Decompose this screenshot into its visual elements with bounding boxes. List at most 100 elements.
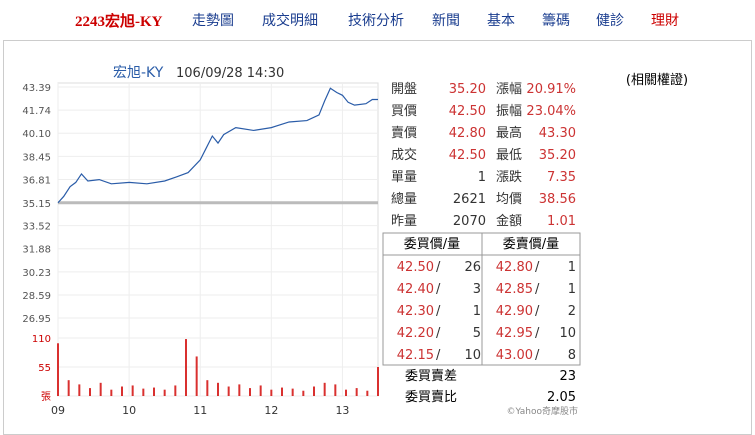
quote-value: 38.56 — [539, 192, 576, 207]
volume-bar — [185, 339, 187, 396]
quote-value: 35.20 — [449, 82, 486, 97]
related-link[interactable]: (相關權證) — [626, 72, 688, 88]
order-qty: 1 — [473, 304, 481, 319]
quote-label: 昨量 — [391, 214, 417, 229]
volume-bar — [302, 390, 305, 396]
volume-bar — [281, 387, 283, 396]
order-slash: / — [436, 260, 441, 275]
nav-tab[interactable]: 技術分析 — [348, 13, 404, 29]
nav-tab[interactable]: 健診 — [596, 13, 624, 29]
volume-bar — [153, 387, 155, 396]
quote-label: 最高 — [496, 125, 522, 141]
quote-label: 成交 — [391, 147, 417, 163]
summary-value: 2.05 — [547, 390, 576, 405]
order-slash: / — [535, 282, 540, 297]
order-slash: / — [436, 282, 441, 297]
volume-bar — [227, 386, 230, 396]
y-tick-label: 31.88 — [22, 245, 51, 256]
order-qty: 8 — [568, 348, 576, 363]
quote-value: 20.91% — [526, 82, 576, 97]
nav-tab[interactable]: 基本 — [487, 13, 515, 29]
quote-value: 2621 — [453, 192, 486, 207]
order-price: 42.85 — [496, 282, 533, 297]
plot-frame — [57, 82, 379, 397]
x-tick-label: 13 — [335, 404, 349, 417]
order-price: 42.50 — [397, 260, 434, 275]
order-qty: 5 — [473, 326, 481, 341]
nav-tab[interactable]: 理財 — [651, 13, 679, 29]
volume-bar — [291, 388, 294, 396]
y-tick-label: 40.10 — [22, 129, 51, 140]
volume-bar — [366, 390, 369, 396]
volume-bar — [110, 389, 113, 396]
volume-bar — [270, 389, 273, 396]
chart-subtitle: 106/09/28 14:30 — [176, 66, 284, 81]
quote-value: 7.35 — [547, 170, 576, 185]
x-tick-label: 12 — [264, 404, 278, 417]
order-qty: 1 — [568, 282, 576, 297]
order-slash: / — [436, 348, 441, 363]
y-tick-label: 36.81 — [22, 175, 51, 186]
order-qty: 26 — [464, 260, 481, 275]
volume-bar — [99, 382, 102, 396]
nav-tab[interactable]: 走勢圖 — [192, 13, 234, 29]
summary-value: 23 — [559, 369, 576, 384]
volume-bar — [121, 386, 123, 396]
order-price: 42.95 — [496, 326, 533, 341]
chart-title: 宏旭-KY — [113, 65, 164, 81]
x-tick-label: 10 — [122, 404, 136, 417]
quote-label: 單量 — [391, 170, 417, 185]
quote-label: 漲幅 — [496, 82, 522, 97]
nav-tab[interactable]: 籌碼 — [542, 13, 570, 29]
quote-value: 1 — [478, 170, 486, 185]
order-price: 42.20 — [397, 326, 434, 341]
volume-bar — [377, 367, 379, 396]
order-price: 42.30 — [397, 304, 434, 319]
quote-label: 總量 — [391, 191, 417, 207]
order-price: 42.80 — [496, 260, 533, 275]
quote-label: 均價 — [496, 192, 522, 207]
y-tick-label: 30.23 — [22, 268, 51, 279]
order-price: 42.40 — [397, 282, 434, 297]
volume-bar — [355, 388, 358, 396]
order-qty: 10 — [464, 348, 481, 363]
quote-value: 43.30 — [539, 126, 576, 141]
volume-bar — [217, 382, 219, 396]
quote-label: 開盤 — [391, 82, 417, 97]
volume-bar — [78, 384, 81, 396]
order-price: 42.90 — [496, 304, 533, 319]
summary-label: 委買賣差 — [405, 369, 457, 384]
volume-bar — [89, 388, 91, 396]
order-price: 42.15 — [397, 348, 434, 363]
quote-label: 金額 — [496, 213, 522, 229]
y-tick-label: 33.52 — [22, 222, 51, 233]
volume-bar — [313, 386, 315, 396]
volume-bar — [142, 388, 145, 396]
volume-bar — [238, 384, 241, 396]
order-slash: / — [436, 304, 441, 319]
volume-tick-label: 110 — [32, 334, 51, 345]
x-tick-label: 11 — [193, 404, 207, 417]
quote-value: 35.20 — [539, 148, 576, 163]
volume-tick-label: 張 — [41, 391, 51, 403]
y-tick-label: 26.95 — [22, 314, 51, 325]
nav-tab[interactable]: 成交明細 — [262, 13, 318, 29]
y-tick-label: 41.74 — [22, 106, 51, 117]
quote-value: 1.01 — [547, 214, 576, 229]
nav-tab[interactable]: 新聞 — [432, 13, 460, 29]
nav-tab[interactable]: 2243宏旭-KY — [75, 14, 163, 30]
credit: ©Yahoo奇摩股市 — [507, 405, 579, 417]
y-tick-label: 35.15 — [22, 199, 51, 210]
y-tick-label: 28.59 — [22, 291, 51, 302]
quote-label: 賣價 — [391, 126, 417, 141]
quote-label: 漲跌 — [496, 169, 522, 185]
quote-value: 42.50 — [449, 148, 486, 163]
order-slash: / — [535, 260, 540, 275]
order-slash: / — [436, 326, 441, 341]
volume-bar — [131, 385, 134, 396]
order-book-header: 委賣價/量 — [503, 237, 559, 252]
volume-bar — [57, 343, 59, 396]
order-slash: / — [535, 348, 540, 363]
